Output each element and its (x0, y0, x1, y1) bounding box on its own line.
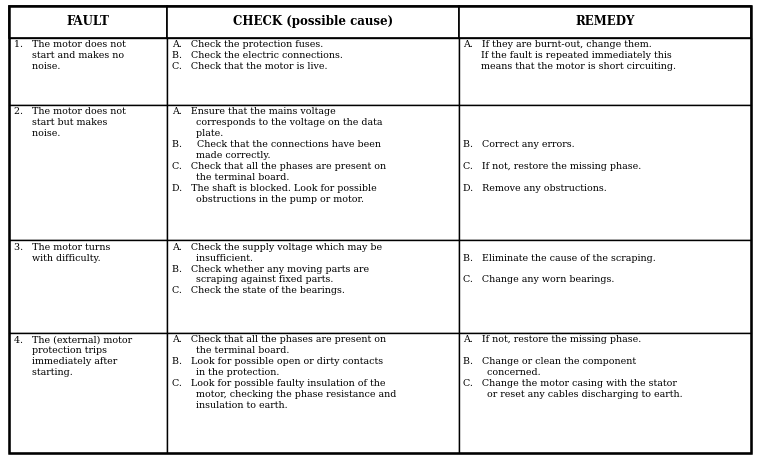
Text: 4.   The (external) motor
      protection trips
      immediately after
      s: 4. The (external) motor protection trips… (14, 336, 131, 377)
Bar (167, 6, 458, 38)
Text: B.   Eliminate the cause of the scraping.

C.   Change any worn bearings.: B. Eliminate the cause of the scraping. … (463, 242, 656, 285)
Bar (167, 38, 458, 105)
Bar (9, 38, 167, 105)
Text: A.   If not, restore the missing phase.

B.   Change or clean the component
    : A. If not, restore the missing phase. B.… (463, 336, 682, 399)
Text: A.   If they are burnt-out, change them.
      If the fault is repeated immediat: A. If they are burnt-out, change them. I… (463, 40, 676, 71)
Bar (167, 105, 458, 240)
Bar (167, 240, 458, 333)
Text: 2.   The motor does not
      start but makes
      noise.: 2. The motor does not start but makes no… (14, 107, 125, 138)
Bar (9, 105, 167, 240)
Text: A.   Ensure that the mains voltage
        corresponds to the voltage on the dat: A. Ensure that the mains voltage corresp… (172, 107, 386, 204)
Text: CHECK (possible cause): CHECK (possible cause) (233, 15, 393, 28)
Bar (458, 105, 751, 240)
Text: B.   Correct any errors.

C.   If not, restore the missing phase.

D.   Remove a: B. Correct any errors. C. If not, restor… (463, 107, 641, 193)
Bar (458, 240, 751, 333)
Bar (458, 38, 751, 105)
Text: 3.   The motor turns
      with difficulty.: 3. The motor turns with difficulty. (14, 242, 110, 263)
Text: A.   Check the supply voltage which may be
        insufficient.
B.   Check whet: A. Check the supply voltage which may be… (172, 242, 382, 296)
Text: FAULT: FAULT (67, 15, 109, 28)
Bar (458, 333, 751, 453)
Text: A.   Check that all the phases are present on
        the terminal board.
B.   L: A. Check that all the phases are present… (172, 336, 396, 410)
Bar (9, 6, 167, 38)
Bar (458, 6, 751, 38)
Text: 1.   The motor does not
      start and makes no
      noise.: 1. The motor does not start and makes no… (14, 40, 125, 71)
Bar (167, 333, 458, 453)
Bar (9, 240, 167, 333)
Text: REMEDY: REMEDY (575, 15, 635, 28)
Bar (9, 333, 167, 453)
Text: A.   Check the protection fuses.
B.   Check the electric connections.
C.   Check: A. Check the protection fuses. B. Check … (172, 40, 343, 71)
